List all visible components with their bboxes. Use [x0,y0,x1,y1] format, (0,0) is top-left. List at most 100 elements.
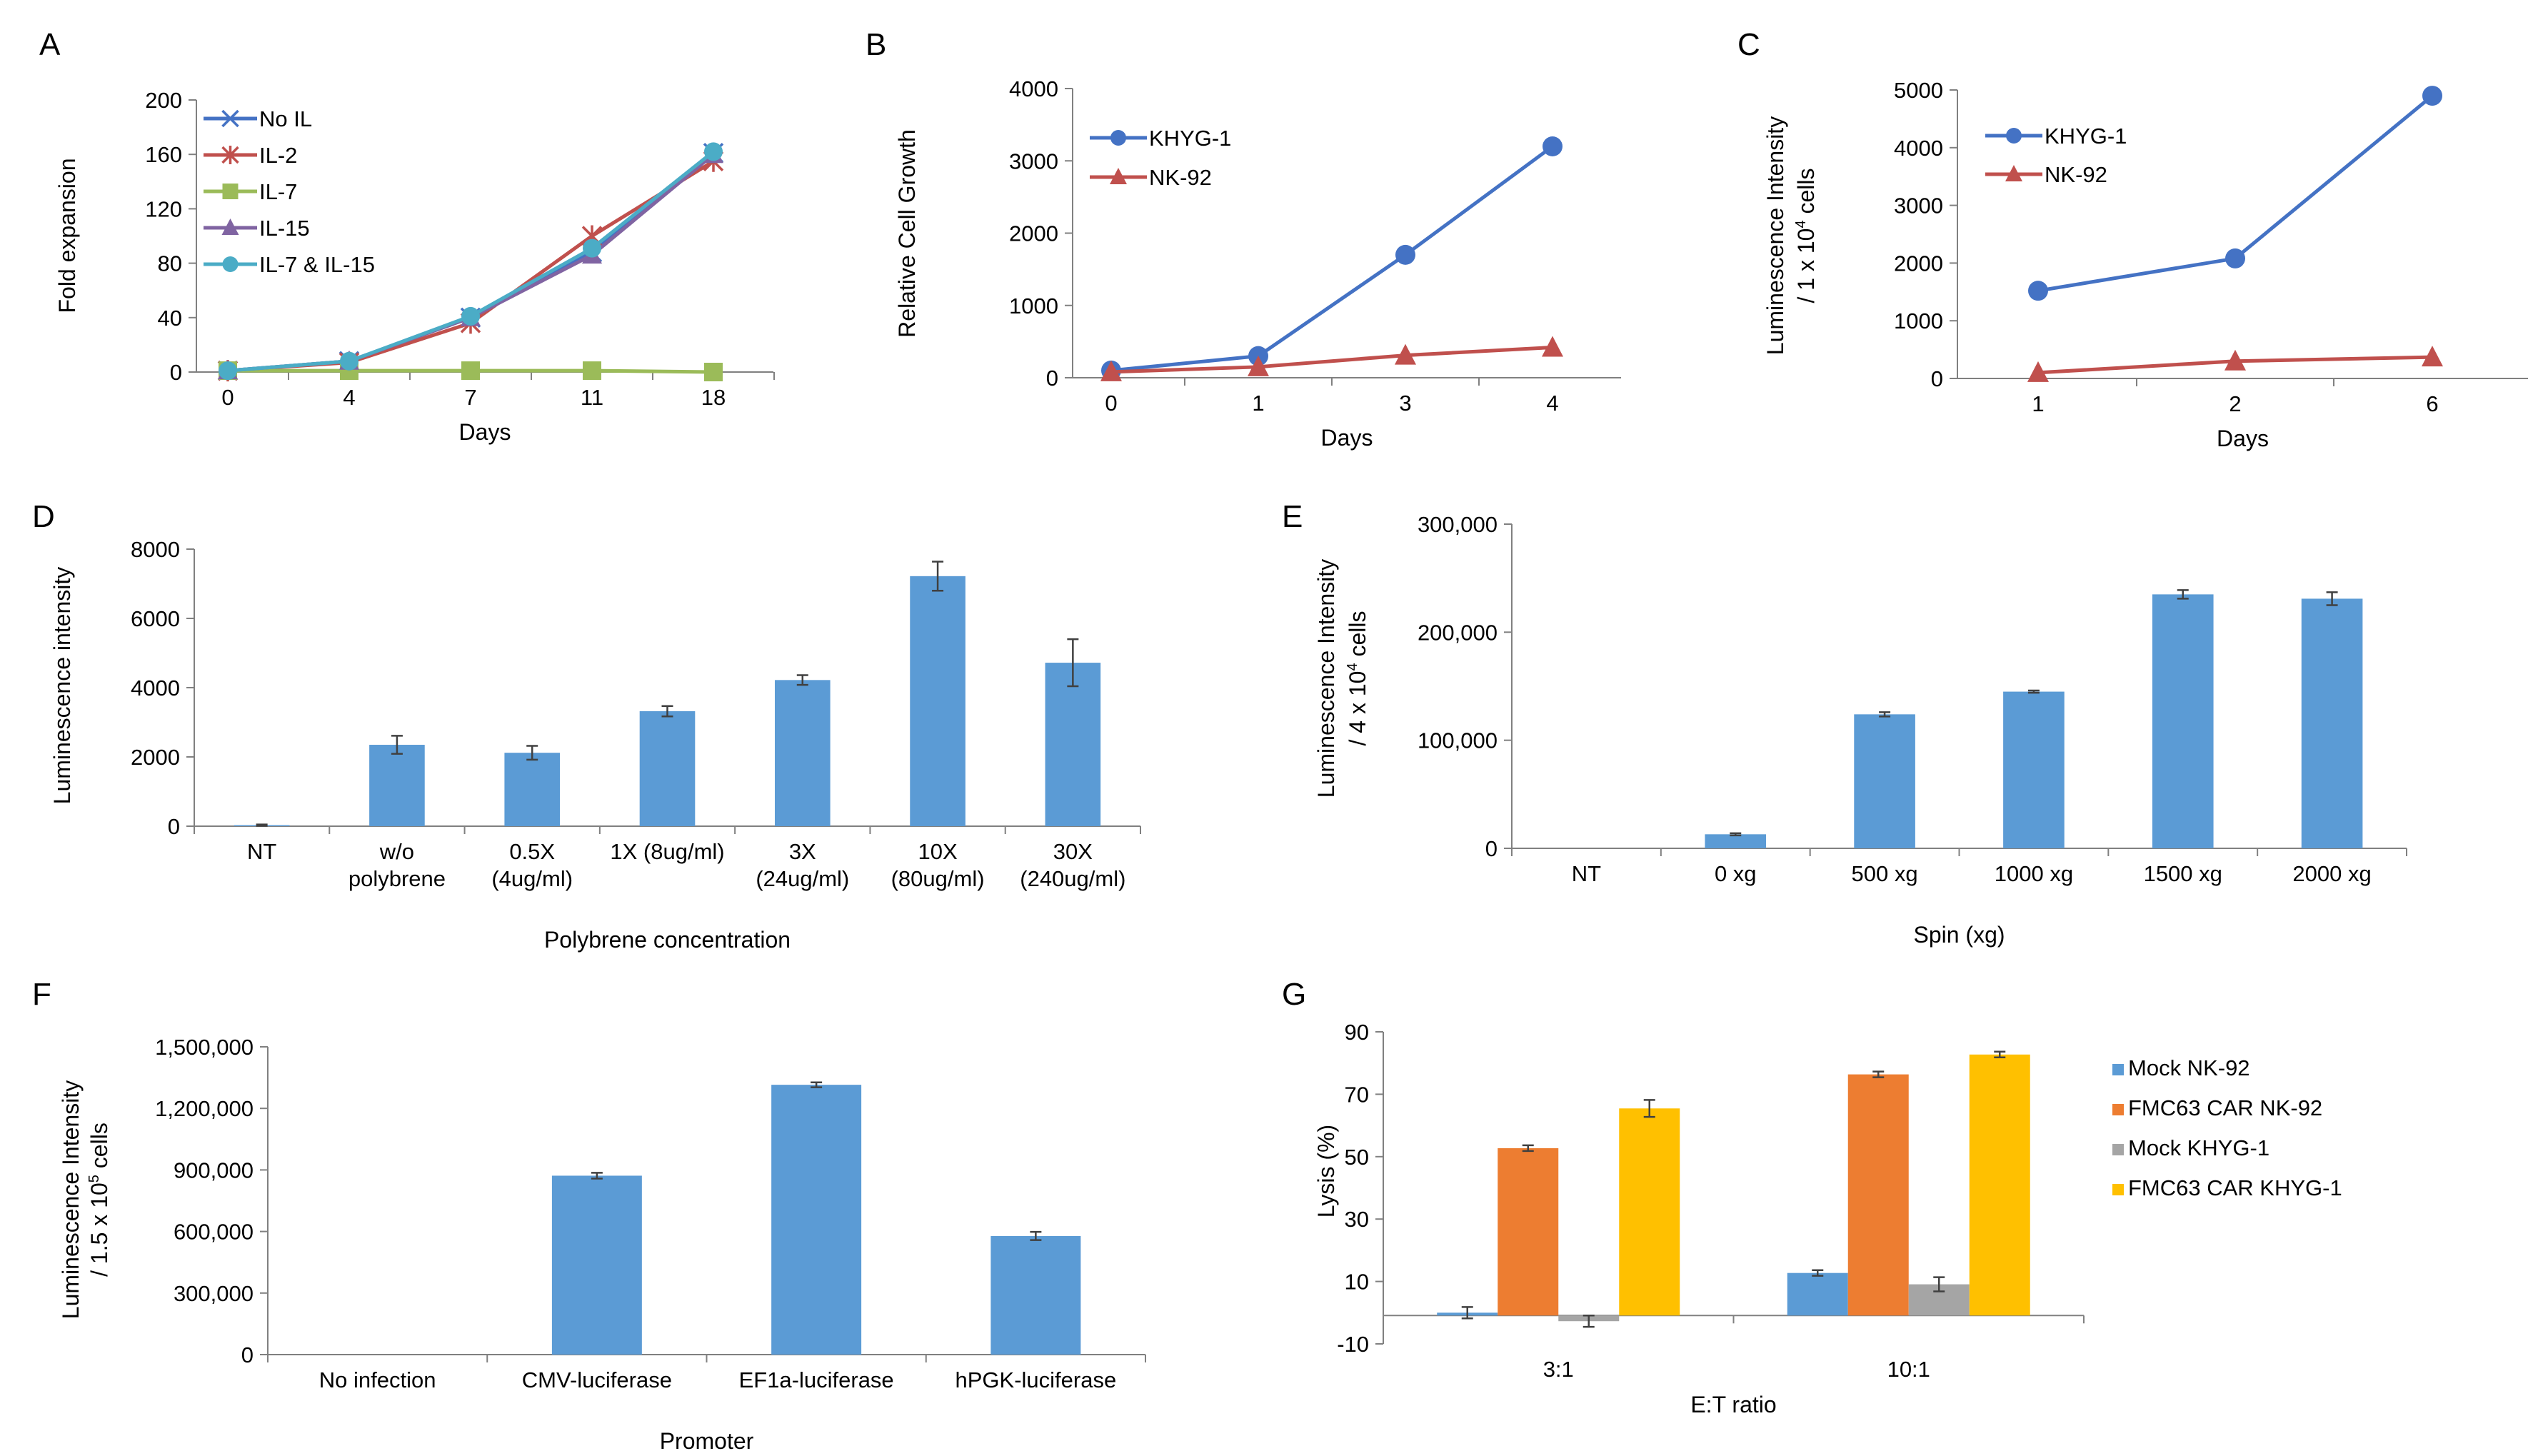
error-bar [1461,1306,1473,1320]
y-tick-label: 4000 [1009,76,1058,101]
data-point [704,363,723,381]
legend-marker [2006,128,2022,144]
x-tick-label: 3:1 [1543,1357,1574,1382]
data-point [583,239,601,258]
error-bar [1994,1050,2006,1058]
y-tick-label: 70 [1345,1082,1369,1107]
bar [2301,598,2363,848]
chart-panel-G: G -10 10 30 50 70 90 Lysis (%) 3:1 10:1 E:T ratio M… [1282,977,2342,1417]
bar [1619,1108,1680,1316]
legend-label: Mock NK-92 [2128,1055,2250,1080]
legend-label: FMC63 CAR NK-92 [2128,1095,2322,1120]
error-bar [811,1081,823,1088]
chart-panel-D: D 0 2000 4000 6000 8000 Luminescence intensity… [32,499,1141,953]
x-tick-label: 18 [701,385,726,410]
y-axis-label: Luminescence Intensity [1762,116,1788,355]
legend-label: KHYG-1 [1149,126,1231,151]
y-tick-label: 100,000 [1418,728,1498,753]
x-tick-label: 2000 xg [2292,861,2371,886]
y-axis-label: Relative Cell Growth [894,129,920,338]
legend-swatch [2112,1064,2124,1075]
x-tick-label: 7 [464,385,476,410]
y-tick-label: 0 [1485,836,1498,861]
error-bar [391,735,403,755]
x-tick-label: 1 [1252,391,1264,416]
bar [1854,714,1915,848]
error-bar [1872,1070,1885,1078]
y-axis-label: Lysis (%) [1313,1125,1339,1217]
data-point [2225,248,2245,268]
x-tick-label: 3 [1399,391,1411,416]
y-tick-label: 1000 [1894,308,1943,333]
data-point [1100,360,1122,381]
error-bar [932,561,944,592]
bar [2152,594,2214,848]
data-point [461,306,480,326]
y-tick-label: 1,500,000 [155,1035,254,1060]
data-point [2027,361,2049,382]
legend-marker [2005,165,2022,181]
x-tick-label: (24ug/ml) [756,866,849,891]
y-tick-label: 4000 [1894,136,1943,161]
x-tick-label: (80ug/ml) [891,866,985,891]
data-point [583,361,601,381]
x-axis-label: E:T ratio [1690,1392,1776,1417]
y-tick-label: 160 [145,142,182,167]
y-tick-label: 3000 [1009,149,1058,174]
x-tick-label: (4ug/ml) [491,866,573,891]
y-tick-label: 1,200,000 [155,1096,254,1121]
legend-label: IL-7 & IL-15 [259,252,375,277]
data-point [461,361,480,381]
x-tick-label: 0 [221,385,234,410]
error-bar [256,823,268,827]
series-line [1110,144,1554,373]
y-tick-label: 2000 [1894,251,1943,276]
y-tick-label: 6000 [131,606,180,631]
legend-label: Mock KHYG-1 [2128,1135,2269,1160]
bar [639,711,696,826]
data-point [2422,346,2443,367]
bar [1705,834,1767,848]
x-tick-label: 0 xg [1715,861,1757,886]
y-axis-label: Luminescence Intensity [58,1080,84,1319]
y-tick-label: 8000 [131,537,180,562]
x-tick-label: 6 [2426,391,2438,416]
y-axis-label-line2: / 4 x 104 cells [1345,611,1370,746]
x-axis-label: Spin (xg) [1913,922,2005,948]
panel-label: D [32,499,55,534]
y-tick-label: 90 [1345,1020,1369,1045]
panel-label: G [1282,977,1306,1012]
bar [1847,1074,1909,1316]
data-point [219,361,237,381]
x-tick-label: 30X [1053,839,1093,864]
data-point [1248,355,1269,376]
chart-panel-C: C 0 1000 2000 3000 4000 5000 Luminescence Inten… [1737,27,2528,451]
x-tick-label: 11 [581,385,603,410]
chart-panel-A: A 0 40 80 120 160 200 Fold expansion 0 4 7 11 18 Days… [39,27,775,445]
x-tick-label: (240ug/ml) [1020,866,1125,891]
x-axis-label: Days [459,419,511,445]
y-tick-label: -10 [1337,1332,1369,1357]
x-tick-label: 4 [343,385,355,410]
x-tick-label: EF1a-luciferase [739,1367,894,1392]
data-point [2028,281,2048,301]
series-khyg-1: KHYG-1 [1985,86,2442,301]
y-tick-label: 120 [145,196,182,221]
legend-swatch [2112,1104,2124,1115]
legend-label: FMC63 CAR KHYG-1 [2128,1175,2342,1200]
data-point [1543,136,1563,156]
y-axis-label-line2-suffix: cells [1345,611,1370,663]
error-bar [661,705,673,718]
bar [551,1175,642,1355]
y-tick-label: 4000 [131,676,180,701]
legend-marker [1110,130,1126,146]
y-tick-label: 30 [1345,1207,1369,1232]
bar [771,1085,862,1355]
data-point [1542,336,1563,357]
bar [910,576,965,826]
legend-label: IL-7 [259,179,297,204]
legend-marker [222,184,239,199]
bar [1498,1148,1559,1316]
error-bar [1522,1144,1534,1153]
x-tick-label: hPGK-luciferase [955,1367,1117,1392]
